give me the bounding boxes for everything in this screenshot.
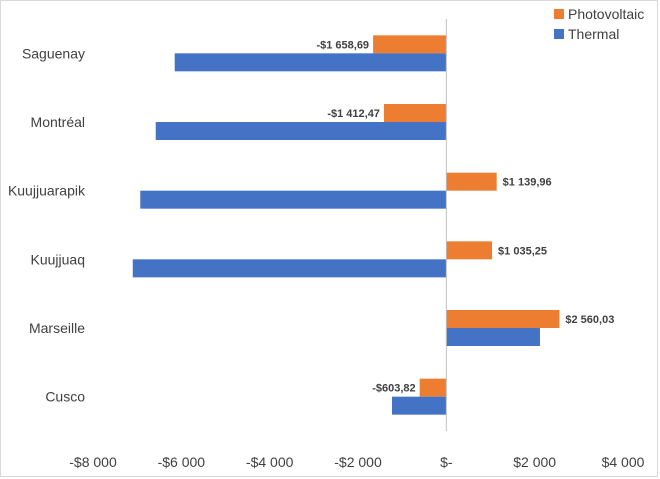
data-labels: -$1 658,69 -$1 412,47 $1 139,96 $1 035,25 $2… — [316, 39, 614, 394]
category-label-cusco: Cusco — [45, 389, 85, 405]
legend-label-thermal: Thermal — [568, 26, 619, 42]
legend-swatch-photovoltaic — [554, 9, 564, 19]
legend-swatch-thermal — [554, 29, 564, 39]
data-label-photovoltaic-cusco: -$603,82 — [372, 383, 415, 395]
data-label-photovoltaic-saguenay: -$1 658,69 — [316, 39, 369, 51]
bar-thermal-montreal — [155, 122, 447, 140]
category-label-kuujjuarapik: Kuujjuarapik — [8, 183, 86, 199]
bar-thermal-cusco — [392, 396, 447, 415]
x-tick-label: -$2 000 — [334, 454, 382, 470]
legend: Photovoltaic Thermal — [554, 6, 644, 42]
bar-thermal-kuujjuarapik — [140, 190, 447, 209]
x-tick-label: -$4 000 — [246, 454, 294, 470]
bar-photovoltaic-marseille — [446, 310, 560, 328]
bar-thermal-saguenay — [174, 53, 447, 72]
data-label-photovoltaic-kuujjuarapik: $1 139,96 — [503, 177, 552, 189]
x-tick-label: $4 000 — [602, 454, 645, 470]
bar-photovoltaic-kuujjuarapik — [446, 172, 497, 191]
x-tick-labels: -$8 000 -$6 000 -$4 000 -$2 000 $- $2 000 $4 0… — [69, 454, 644, 470]
x-tick-label: $2 000 — [513, 454, 556, 470]
bar-thermal-marseille — [446, 328, 540, 346]
bars-layer — [132, 35, 560, 415]
bar-photovoltaic-cusco — [419, 378, 447, 397]
bar-photovoltaic-saguenay — [373, 35, 447, 54]
category-label-kuujjuaq: Kuujjuaq — [31, 251, 86, 267]
category-labels: Saguenay Montréal Kuujjuarapik Kuujjuaq Mars… — [8, 45, 86, 404]
data-label-photovoltaic-montreal: -$1 412,47 — [327, 108, 380, 120]
bar-photovoltaic-montreal — [383, 104, 447, 122]
data-label-photovoltaic-kuujjuaq: $1 035,25 — [498, 245, 547, 257]
category-label-marseille: Marseille — [29, 320, 85, 336]
x-tick-label: -$8 000 — [69, 454, 117, 470]
x-tick-label: $- — [440, 454, 453, 470]
data-label-photovoltaic-marseille: $2 560,03 — [565, 314, 614, 326]
bar-photovoltaic-kuujjuaq — [446, 241, 493, 260]
category-label-saguenay: Saguenay — [22, 45, 85, 61]
x-tick-label: -$6 000 — [158, 454, 206, 470]
category-label-montreal: Montréal — [31, 114, 85, 130]
legend-label-photovoltaic: Photovoltaic — [568, 6, 644, 22]
bar-thermal-kuujjuaq — [132, 259, 447, 278]
